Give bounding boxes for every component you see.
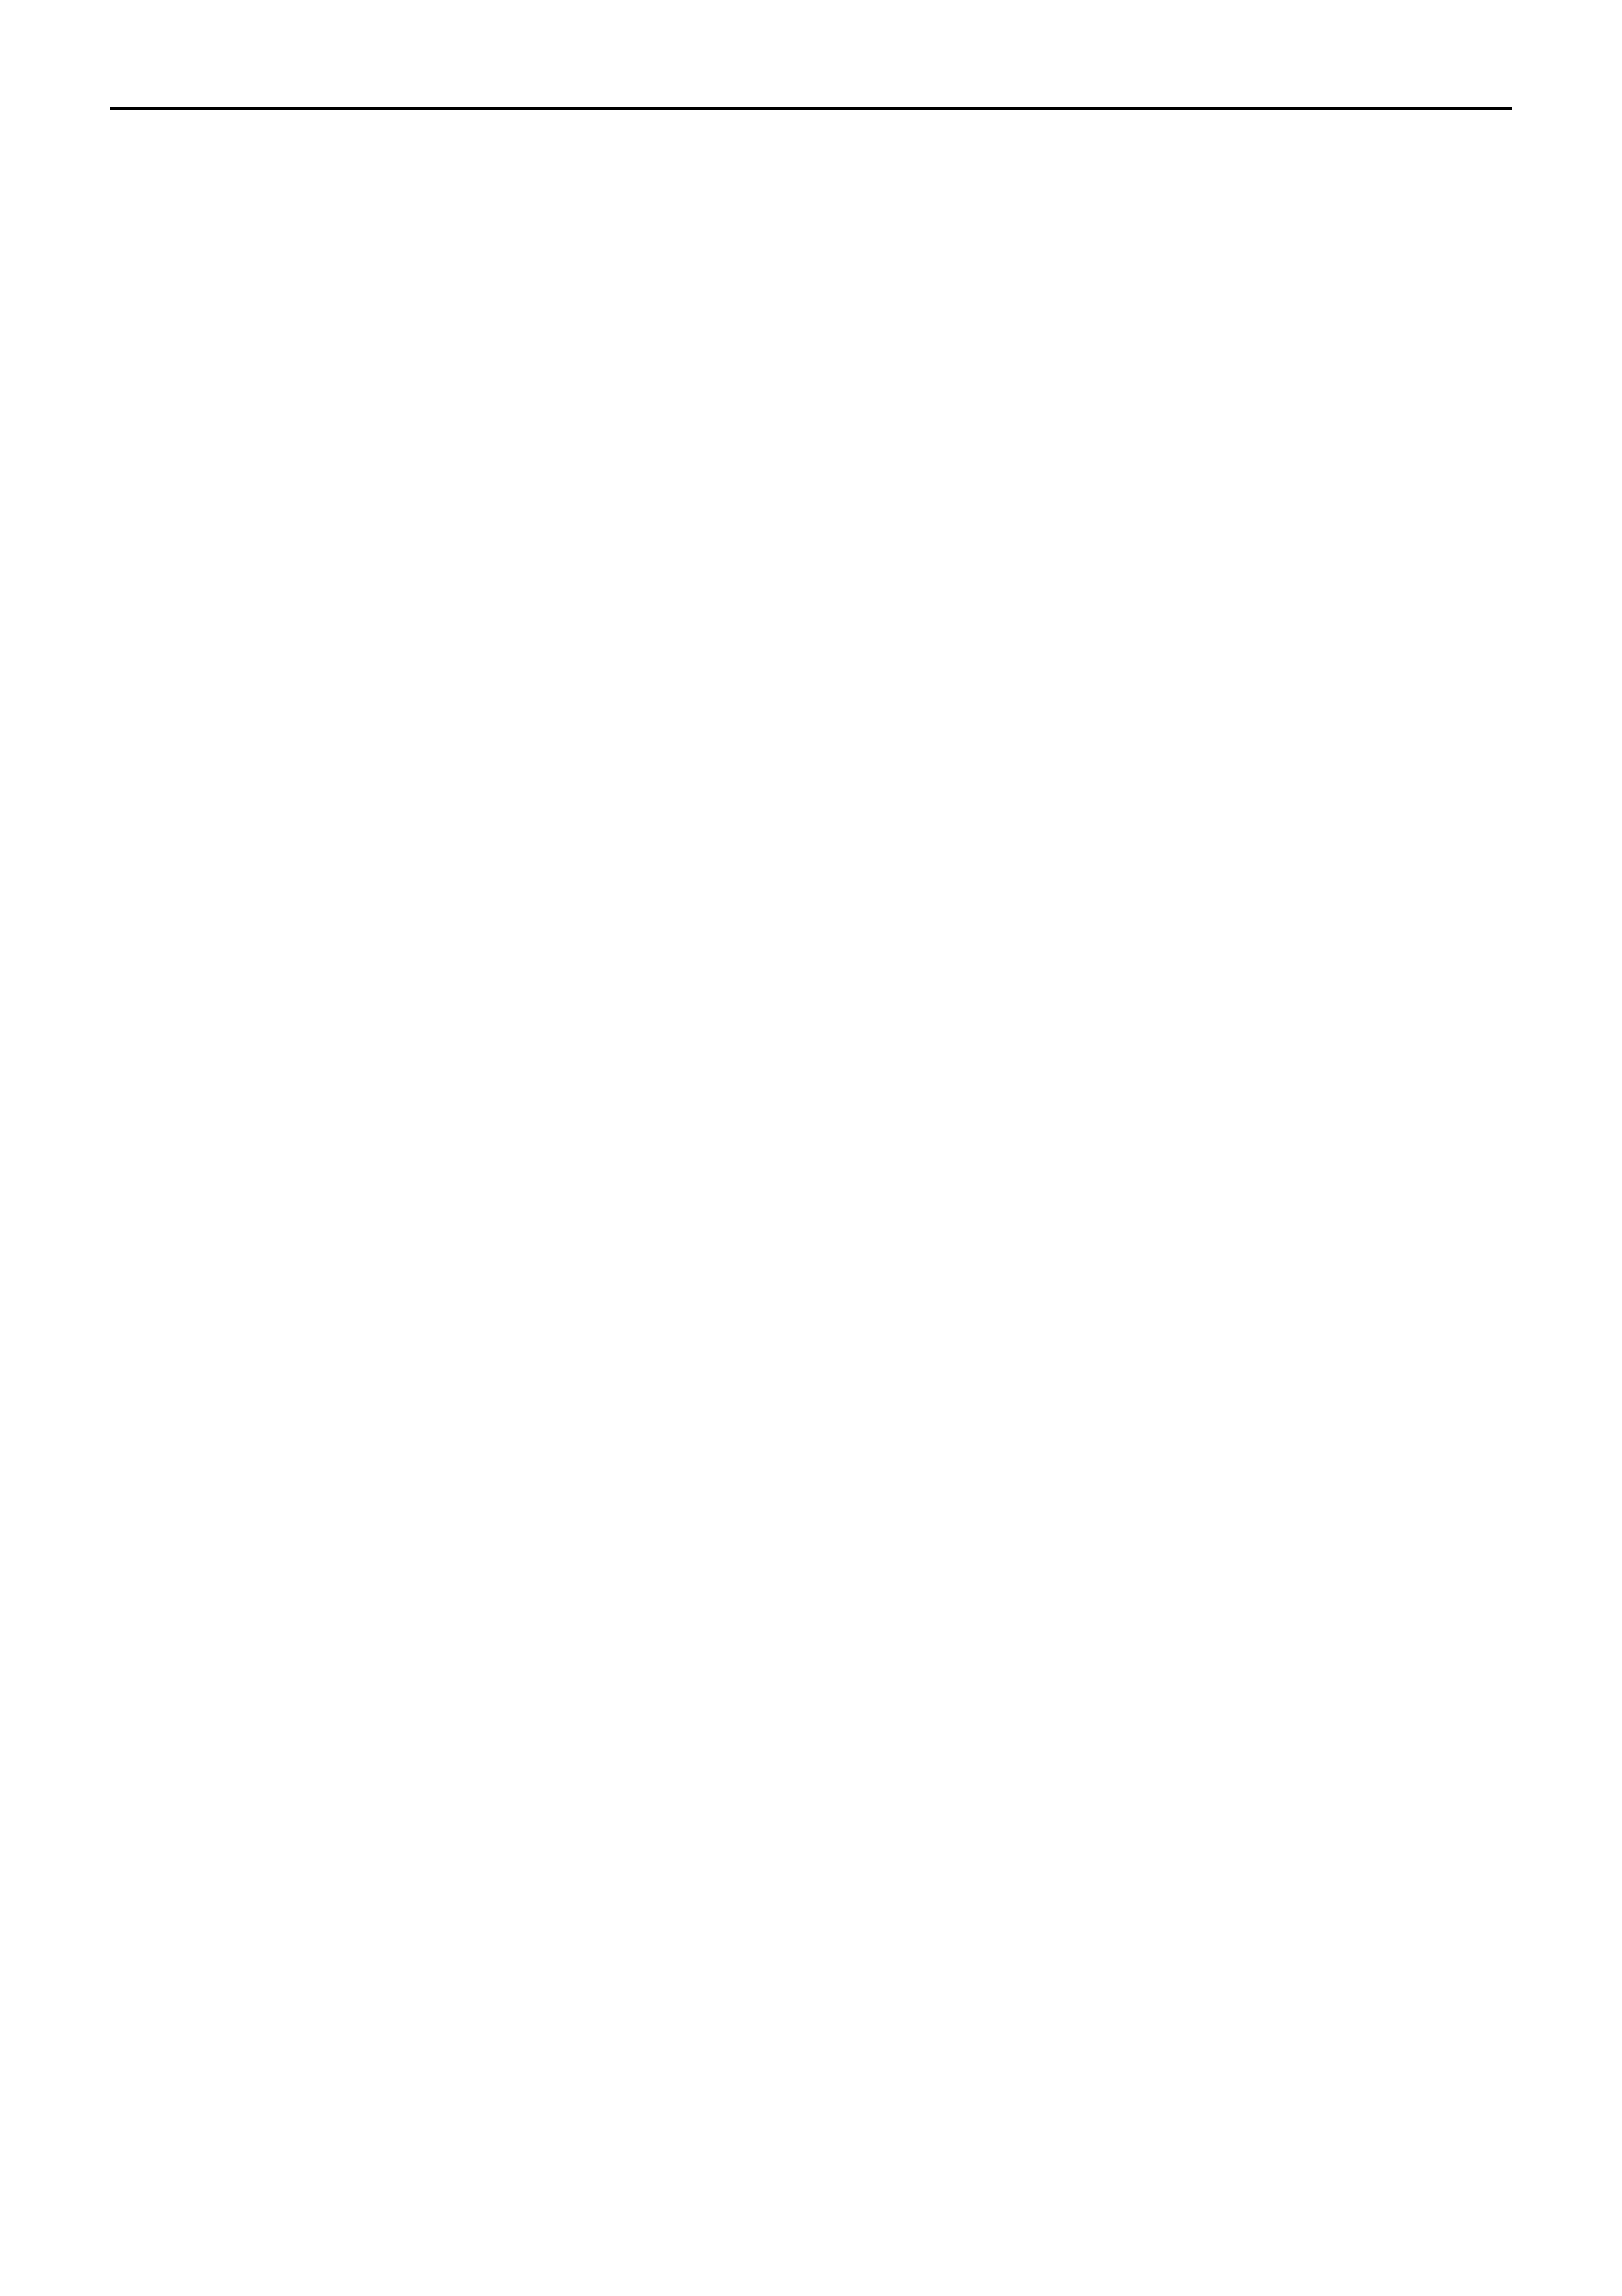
charts-grid [110,157,1512,2089]
chart-cell-sw-ic [110,840,764,1461]
datasheet-page [0,0,1622,2296]
chart-cell-fwd [858,1523,1512,2144]
chart-cell-vce-vge [858,157,1512,777]
chart-cell-ic-vce [110,157,764,777]
header-bar [110,94,1512,110]
chart-cell-dynamic [110,1523,764,2144]
chart-cell-sw-rg [858,840,1512,1461]
